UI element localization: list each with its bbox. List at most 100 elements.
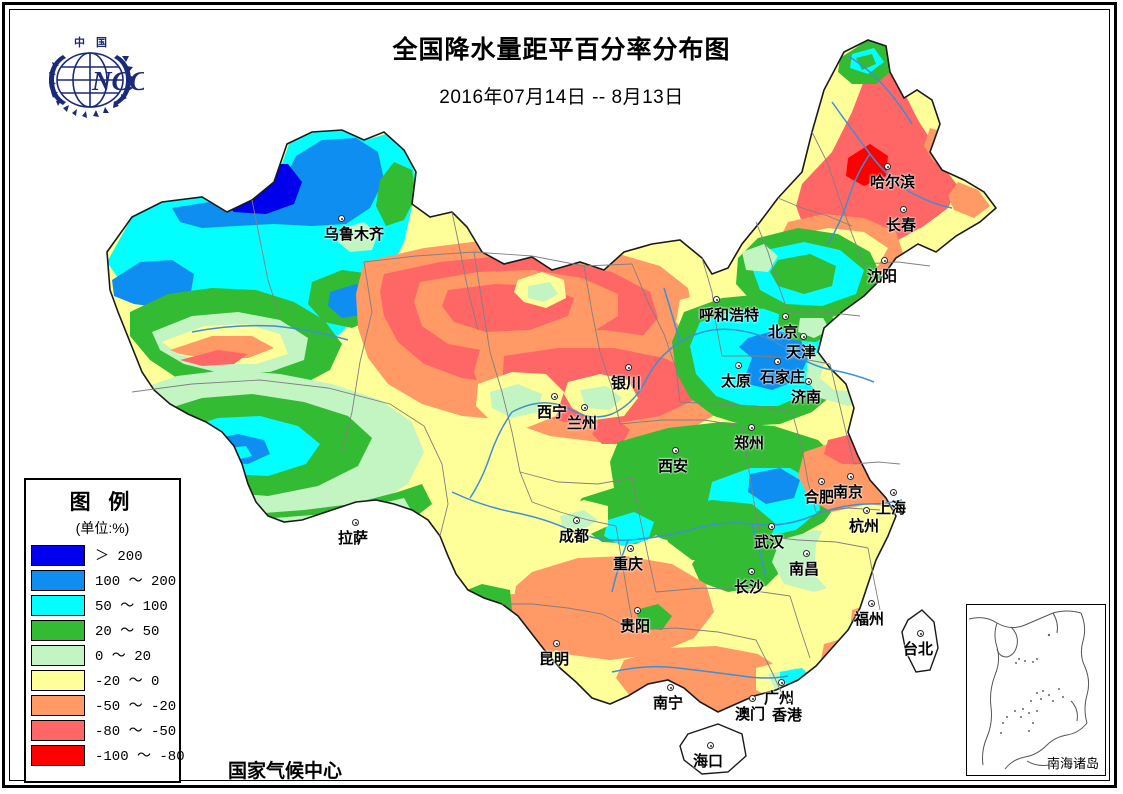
- legend-swatch: [31, 569, 85, 591]
- city-dot-icon: [748, 568, 755, 575]
- city-dot-icon: [748, 424, 755, 431]
- city-label: 武汉: [754, 534, 785, 551]
- city-label: 太原: [721, 373, 752, 390]
- city-dot-icon: [778, 679, 785, 686]
- city-label: 重庆: [613, 556, 644, 573]
- legend-label: 0 ～ 20: [95, 649, 152, 665]
- inset-label: 南海诸岛: [1046, 756, 1099, 771]
- ncc-logo: 中 国 NCC: [36, 28, 144, 128]
- city-label: 福州: [854, 611, 885, 628]
- legend-row: 0 ～ 20: [26, 643, 179, 667]
- city-dot-icon: [338, 215, 345, 222]
- legend-label: ＞ 200: [95, 549, 143, 565]
- city-dot-icon: [803, 550, 810, 557]
- city-label: 广州: [764, 690, 795, 707]
- city-label: 西宁: [537, 404, 568, 421]
- city-dot-icon: [672, 447, 679, 454]
- city-label: 郑州: [734, 435, 765, 452]
- city-dot-icon: [573, 517, 580, 524]
- city-label: 台北: [903, 641, 934, 658]
- legend-row: 20 ～ 50: [26, 618, 179, 642]
- city-label: 昆明: [539, 651, 570, 668]
- city-label: 贵阳: [620, 618, 651, 635]
- city-dot-icon: [553, 640, 560, 647]
- city-dot-icon: [749, 695, 756, 702]
- legend-row: -50 ～ -20: [26, 693, 179, 717]
- legend-swatch: [31, 594, 85, 616]
- city-dot-icon: [627, 545, 634, 552]
- city-label: 长春: [886, 217, 917, 234]
- legend-label: 50 ～ 100: [95, 599, 168, 615]
- city-dot-icon: [551, 393, 558, 400]
- city-label: 济南: [791, 389, 822, 406]
- city-label: 香港: [772, 707, 803, 724]
- legend-row: 50 ～ 100: [26, 593, 179, 617]
- city-label: 南京: [833, 484, 864, 501]
- legend-row: -100 ～ -80: [26, 743, 185, 767]
- legend-swatch: [31, 719, 85, 741]
- date-range-subtitle: 2016年07月14日 -- 8月13日: [439, 87, 684, 108]
- city-dot-icon: [581, 404, 588, 411]
- page-frame-inner: [9, 9, 1110, 781]
- city-label: 南昌: [789, 561, 820, 578]
- city-dot-icon: [667, 684, 674, 691]
- city-dot-icon: [735, 362, 742, 369]
- city-dot-icon: [800, 333, 807, 340]
- legend-unit: (单位:%): [75, 520, 130, 536]
- legend-label: -50 ～ -20: [95, 699, 177, 715]
- city-dot-icon: [786, 696, 793, 703]
- national-border: [106, 39, 998, 713]
- legend-swatch: [31, 744, 85, 766]
- legend-label: -100 ～ -80: [95, 749, 185, 765]
- city-dot-icon: [881, 257, 888, 264]
- legend-row: 100 ～ 200: [26, 568, 179, 592]
- city-dot-icon: [707, 742, 714, 749]
- legend-swatch: [31, 544, 85, 566]
- issuing-agency: 国家气候中心: [228, 761, 343, 782]
- city-label: 兰州: [567, 415, 598, 432]
- page-title: 全国降水量距平百分率分布图: [392, 36, 731, 64]
- city-label: 海口: [693, 753, 724, 770]
- city-dot-icon: [782, 313, 789, 320]
- legend-swatch: [31, 694, 85, 716]
- legend-panel: 图 例 (单位:%) ＞ 200 100 ～ 200 50 ～ 100 20 ～ 50…: [24, 478, 185, 783]
- city-label: 银川: [611, 375, 642, 392]
- svg-text:中: 中: [74, 35, 85, 49]
- city-label: 乌鲁木齐: [324, 226, 385, 243]
- legend-title: 图 例: [69, 491, 136, 514]
- taiwan-outline: [901, 609, 939, 673]
- city-dot-icon: [805, 378, 812, 385]
- svg-text:NCC: NCC: [91, 66, 144, 96]
- city-label: 西安: [658, 458, 689, 475]
- legend-swatch: [31, 644, 85, 666]
- legend-label: -80 ～ -50: [95, 724, 177, 740]
- province-borders: [131, 131, 931, 699]
- legend-label: -20 ～ 0: [95, 674, 160, 690]
- legend-swatch: [31, 669, 85, 691]
- city-label: 天津: [786, 344, 817, 361]
- city-dot-icon: [774, 358, 781, 365]
- city-dot-icon: [890, 489, 897, 496]
- city-dot-icon: [352, 519, 359, 526]
- city-label: 成都: [559, 528, 590, 545]
- city-label: 上海: [876, 500, 907, 517]
- city-dot-icon: [847, 473, 854, 480]
- city-dot-icon: [713, 296, 720, 303]
- city-label: 北京: [768, 324, 799, 341]
- legend-row: -20 ～ 0: [26, 668, 179, 692]
- rivers: [191, 55, 953, 679]
- legend-label: 20 ～ 50: [95, 624, 160, 640]
- legend-label: 100 ～ 200: [95, 574, 177, 590]
- city-label: 南宁: [653, 695, 684, 712]
- city-dot-icon: [868, 600, 875, 607]
- city-label: 长沙: [734, 579, 765, 596]
- legend-row: ＞ 200: [26, 543, 179, 567]
- city-label: 呼和浩特: [699, 307, 760, 324]
- city-dot-icon: [863, 507, 870, 514]
- city-label: 拉萨: [338, 530, 369, 547]
- city-label: 澳门: [735, 706, 766, 723]
- china-map: [12, 12, 1111, 782]
- legend-rows: ＞ 200 100 ～ 200 50 ～ 100 20 ～ 50 0 ～ 20 -20 ～…: [26, 543, 185, 767]
